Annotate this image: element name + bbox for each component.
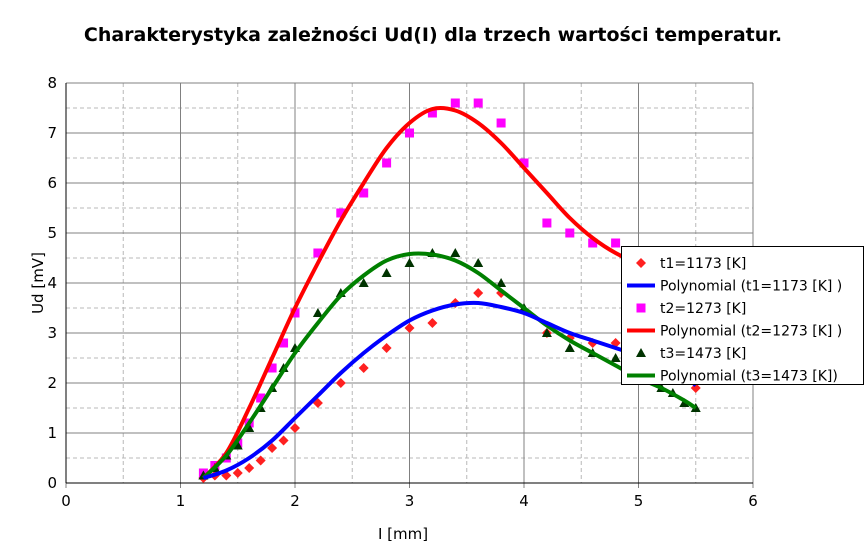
data-point-square xyxy=(336,208,346,218)
data-point-square xyxy=(359,188,369,198)
data-point-square xyxy=(496,118,506,128)
data-point-diamond xyxy=(232,468,243,478)
data-point-diamond xyxy=(427,318,438,328)
x-tick-label: 5 xyxy=(634,492,644,510)
data-point-triangle xyxy=(541,328,552,337)
legend-label: Polynomial (t3=1473 [K]) xyxy=(660,369,838,385)
y-tick-label: 0 xyxy=(47,474,57,492)
data-point-diamond xyxy=(636,258,646,268)
x-tick-label: 4 xyxy=(519,492,529,510)
data-point-triangle xyxy=(636,348,646,357)
y-tick-label: 7 xyxy=(47,124,57,142)
data-point-diamond xyxy=(267,443,278,453)
data-point-diamond xyxy=(335,378,346,388)
data-point-square xyxy=(611,238,621,248)
y-tick-label: 1 xyxy=(47,424,57,442)
y-tick-label: 3 xyxy=(47,324,57,342)
data-point-diamond xyxy=(381,343,392,353)
data-point-square xyxy=(405,128,414,138)
data-point-square xyxy=(267,363,277,373)
data-point-square xyxy=(279,338,289,348)
data-point-triangle xyxy=(312,308,323,317)
data-point-triangle xyxy=(473,258,484,267)
x-tick-label: 6 xyxy=(748,492,758,510)
x-axis-label: I [mm] xyxy=(378,525,428,543)
data-point-square xyxy=(313,248,323,258)
data-point-square xyxy=(382,158,392,168)
data-point-triangle xyxy=(404,258,415,267)
legend-label: t2=1273 [K] xyxy=(660,301,746,317)
trendline xyxy=(201,105,697,480)
data-point-square xyxy=(450,98,460,108)
data-point-triangle xyxy=(450,248,461,257)
data-point-square xyxy=(427,108,437,118)
data-point-diamond xyxy=(358,363,369,373)
y-tick-label: 8 xyxy=(47,74,57,92)
legend-label: Polynomial (t1=1173 [K] ) xyxy=(660,279,842,295)
data-point-square xyxy=(588,238,598,248)
chart-title: Charakterystyka zależności Ud(I) dla trz… xyxy=(84,24,782,46)
legend-label: t1=1173 [K] xyxy=(660,256,746,272)
data-point-square xyxy=(290,308,300,318)
y-tick-label: 5 xyxy=(47,224,57,242)
data-point-diamond xyxy=(473,288,484,298)
data-point-triangle xyxy=(610,353,621,362)
data-point-diamond xyxy=(244,463,255,473)
y-tick-label: 4 xyxy=(47,274,57,292)
data-point-triangle xyxy=(358,278,369,287)
data-point-square xyxy=(519,158,529,168)
x-tick-label: 0 xyxy=(61,492,71,510)
legend-box xyxy=(621,246,864,385)
data-point-triangle xyxy=(232,440,243,450)
data-point-triangle xyxy=(496,278,507,287)
data-point-diamond xyxy=(255,455,266,466)
legend: t1=1173 [K] Polynomial (t1=1173 [K] ) t2=1… xyxy=(621,246,864,385)
data-point-triangle xyxy=(381,268,392,277)
data-point-diamond xyxy=(290,423,300,433)
y-tick-label: 6 xyxy=(47,174,57,192)
x-tick-label: 1 xyxy=(176,492,186,510)
x-tick-label: 3 xyxy=(405,492,415,510)
data-point-square xyxy=(542,218,552,228)
legend-label: Polynomial (t2=1273 [K] ) xyxy=(660,324,842,340)
data-point-square xyxy=(565,228,575,238)
legend-label: t3=1473 [K] xyxy=(660,346,746,362)
data-point-square xyxy=(473,98,483,108)
data-point-square xyxy=(636,303,646,313)
data-point-triangle xyxy=(564,343,575,352)
data-point-diamond xyxy=(278,435,289,446)
y-tick-label: 2 xyxy=(47,374,57,392)
x-tick-label: 2 xyxy=(290,492,300,510)
data-point-diamond xyxy=(404,323,415,333)
data-point-square xyxy=(256,393,266,403)
y-axis-label: Ud [mV] xyxy=(29,252,47,314)
